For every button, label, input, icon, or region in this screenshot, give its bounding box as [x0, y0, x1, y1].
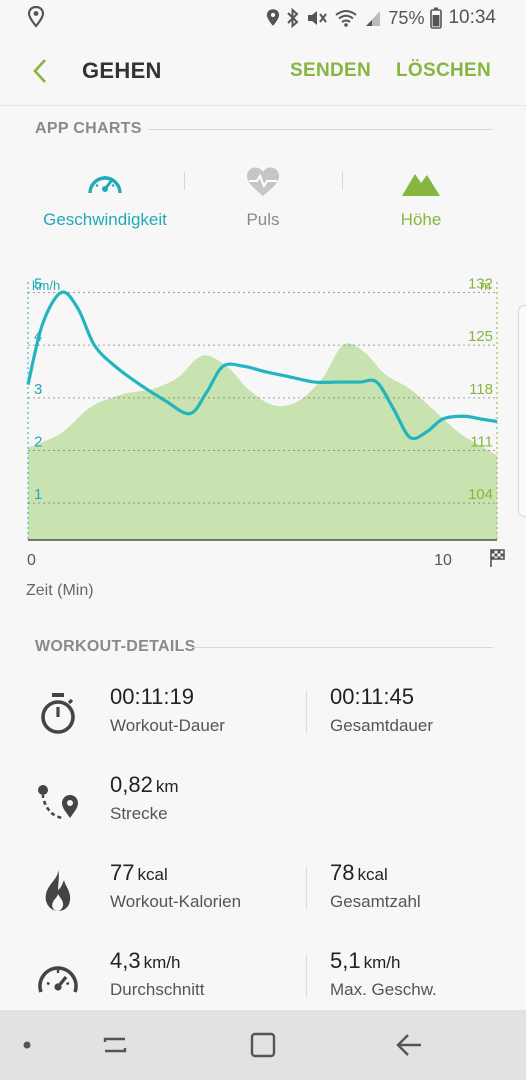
tab-speed[interactable]: Geschwindigkeit [20, 160, 190, 230]
tab-speed-label: Geschwindigkeit [43, 210, 167, 229]
detail-row-speed: 4,3 km/h Durchschnitt 5,1 km/h Max. Geschw… [0, 948, 526, 1028]
battery-percent: 75% [388, 7, 425, 28]
column-divider [306, 866, 307, 910]
distance-label: Strecke [110, 804, 168, 823]
page-title: GEHEN [82, 58, 162, 83]
app-bar: GEHEN SENDEN LÖSCHEN [0, 36, 526, 106]
column-divider [306, 690, 307, 734]
signal-icon [366, 11, 381, 26]
workout-duration-label: Workout-Dauer [110, 716, 225, 735]
heart-pulse-icon [247, 167, 279, 196]
stopwatch-icon [41, 693, 75, 734]
max-speed: 5,1 km/h Max. Geschw. [330, 948, 437, 1000]
delete-button[interactable]: LÖSCHEN [396, 60, 491, 81]
y-right-tick-label: 132 [468, 276, 493, 293]
flame-icon [45, 870, 71, 911]
dot-icon[interactable] [22, 1040, 32, 1050]
y-left-tick-label: 5 [34, 276, 42, 293]
finish-flag-icon [490, 549, 505, 567]
back-arrow-icon[interactable] [28, 56, 52, 86]
column-divider [306, 954, 307, 998]
distance-value: 0,82 [110, 772, 153, 797]
workout-duration-value: 00:11:19 [110, 684, 195, 709]
section-divider [148, 129, 493, 130]
x-tick-label: 10 [434, 552, 452, 569]
edge-panel-handle[interactable] [518, 305, 526, 517]
speed-line [26, 290, 498, 441]
average-speed: 4,3 km/h Durchschnitt [110, 948, 204, 1000]
y-left-unit-label: km/h [32, 278, 60, 293]
speedometer-icon [88, 176, 122, 194]
tab-divider [184, 172, 185, 190]
average-speed-label: Durchschnitt [110, 980, 205, 999]
y-left-tick-label: 3 [34, 381, 42, 398]
total-calories-value: 78 [330, 860, 355, 885]
total-calories-label: Gesamtzahl [330, 892, 421, 911]
location-icon [267, 9, 280, 26]
y-right-tick-label: 118 [469, 381, 493, 398]
distance: 0,82 km Strecke [110, 772, 179, 824]
total-calories: 78 kcal Gesamtzahl [330, 860, 421, 912]
x-tick-label: 0 [27, 552, 36, 569]
max-speed-label: Max. Geschw. [330, 980, 437, 999]
section-divider [192, 647, 493, 648]
tab-divider [342, 172, 343, 190]
bluetooth-icon [287, 8, 299, 28]
detail-row-distance: 0,82 km Strecke [0, 772, 526, 852]
x-axis-title: Zeit (Min) [26, 582, 94, 599]
average-speed-value: 4,3 [110, 948, 141, 973]
total-duration-value: 00:11:45 [330, 684, 415, 709]
detail-row-duration: 00:11:19 Workout-Dauer 00:11:45 Gesamtda… [0, 684, 526, 764]
average-speed-unit: km/h [143, 953, 181, 972]
wifi-icon [335, 10, 358, 27]
total-calories-unit: kcal [357, 865, 388, 884]
y-right-tick-label: 104 [468, 486, 493, 503]
status-bar: 75% 10:34 [0, 0, 526, 36]
navigation-bar [0, 1010, 526, 1080]
route-icon [38, 785, 78, 820]
max-speed-value: 5,1 [330, 948, 361, 973]
home-icon[interactable] [248, 1030, 278, 1060]
workout-calories-label: Workout-Kalorien [110, 892, 242, 911]
mountain-icon [402, 174, 440, 196]
tab-altitude-label: Höhe [400, 210, 442, 229]
workout-calories-unit: kcal [137, 865, 168, 884]
speedometer-icon [38, 966, 78, 993]
tab-altitude[interactable]: Höhe [336, 160, 506, 230]
total-duration-label: Gesamtdauer [330, 716, 433, 735]
send-button[interactable]: SENDEN [290, 60, 371, 81]
y-left-tick-label: 1 [34, 486, 42, 503]
workout-calories: 77 kcal Workout-Kalorien [110, 860, 241, 912]
y-right-unit-label: m [480, 278, 491, 293]
altitude-area [28, 343, 497, 540]
distance-unit: km [155, 777, 179, 796]
total-duration: 00:11:45 Gesamtdauer [330, 684, 433, 736]
mute-icon [308, 11, 328, 25]
y-right-tick-label: 111 [470, 433, 493, 450]
clock: 10:34 [448, 7, 496, 28]
workout-duration: 00:11:19 Workout-Dauer [110, 684, 225, 736]
chart-tabs: Geschwindigkeit Puls Höhe [0, 160, 526, 245]
tab-pulse[interactable]: Puls [178, 160, 348, 230]
y-left-tick-label: 2 [34, 433, 42, 450]
y-right-tick-label: 125 [468, 328, 493, 345]
detail-row-calories: 77 kcal Workout-Kalorien 78 kcal Gesamtzah… [0, 860, 526, 940]
back-icon[interactable] [394, 1030, 424, 1060]
y-left-tick-label: 4 [34, 328, 42, 345]
chart: 5 132 4 125 3 118 2 111 1 104 km/h m 0 10 [0, 270, 526, 610]
section-title-app-charts: APP CHARTS [35, 120, 142, 137]
max-speed-unit: km/h [363, 953, 401, 972]
battery-icon [430, 7, 443, 29]
section-title-workout-details: WORKOUT-DETAILS [35, 638, 196, 655]
workout-calories-value: 77 [110, 860, 135, 885]
location-icon [28, 6, 44, 28]
tab-pulse-label: Puls [246, 210, 280, 229]
recent-apps-icon[interactable] [100, 1030, 130, 1060]
